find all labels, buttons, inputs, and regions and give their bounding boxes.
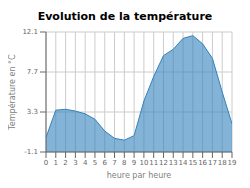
svg-text:3.3: 3.3 (27, 108, 38, 116)
svg-text:14: 14 (179, 159, 188, 167)
svg-text:18: 18 (218, 159, 227, 167)
svg-text:17: 17 (208, 159, 217, 167)
svg-text:5: 5 (93, 159, 97, 167)
svg-text:1: 1 (54, 159, 58, 167)
svg-text:-1.1: -1.1 (24, 148, 38, 156)
svg-text:7.7: 7.7 (27, 68, 38, 76)
svg-text:3: 3 (73, 159, 77, 167)
svg-text:4: 4 (83, 159, 88, 167)
svg-text:6: 6 (103, 159, 108, 167)
svg-text:10: 10 (139, 159, 148, 167)
svg-text:9: 9 (132, 159, 136, 167)
svg-text:15: 15 (188, 159, 197, 167)
svg-text:0: 0 (44, 159, 48, 167)
svg-text:2: 2 (63, 159, 67, 167)
svg-text:7: 7 (112, 159, 116, 167)
svg-text:Température en °C: Température en °C (8, 54, 17, 131)
svg-text:heure par heure: heure par heure (107, 171, 172, 180)
svg-text:13: 13 (169, 159, 178, 167)
svg-text:16: 16 (198, 159, 207, 167)
svg-text:8: 8 (122, 159, 126, 167)
svg-text:11: 11 (149, 159, 158, 167)
svg-text:12: 12 (159, 159, 168, 167)
svg-text:12.1: 12.1 (22, 28, 38, 36)
html-text:Evolution de la température: Evolution de la température (37, 10, 213, 23)
svg-text:19: 19 (228, 159, 237, 167)
